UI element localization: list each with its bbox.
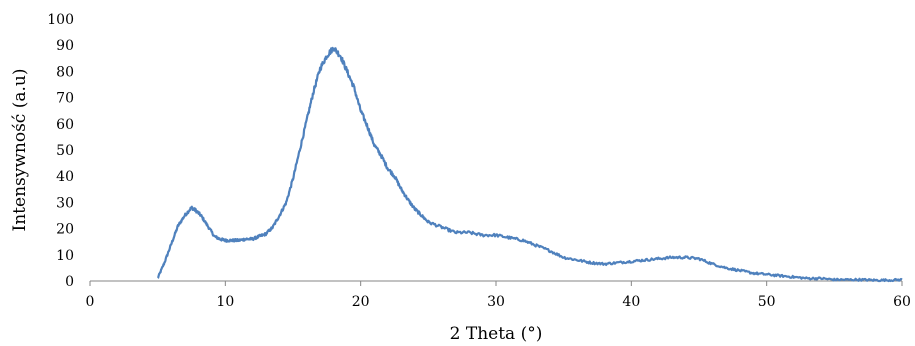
x-tick-label: 10 [216,294,234,310]
y-tick-label: 50 [56,143,74,159]
x-tick-label: 50 [758,294,776,310]
x-tick-label: 40 [622,294,640,310]
y-axis-title: Intensywność (a.u) [10,69,30,232]
tick-labels: 0 10 20 30 40 50 60 70 80 90 100 0 10 20 30 40 50 60 [47,12,911,310]
y-tick-label: 80 [56,64,74,80]
y-tick-label: 60 [56,117,74,133]
y-tick-label: 40 [56,169,74,185]
y-tick-label: 30 [56,195,74,211]
x-tick-label: 0 [86,294,95,310]
y-tick-label: 0 [65,274,74,290]
y-tick-label: 70 [56,91,74,107]
intensity-series-line [156,46,903,283]
x-axis-title: 2 Theta (°) [450,324,543,344]
y-tick-label: 10 [56,248,74,264]
x-tick-label: 60 [893,294,911,310]
y-tick-label: 100 [47,12,74,28]
series-layer [156,46,903,283]
y-tick-label: 90 [56,38,74,54]
y-tick-label: 20 [56,222,74,238]
x-tick-label: 20 [352,294,370,310]
x-tick-label: 30 [487,294,505,310]
